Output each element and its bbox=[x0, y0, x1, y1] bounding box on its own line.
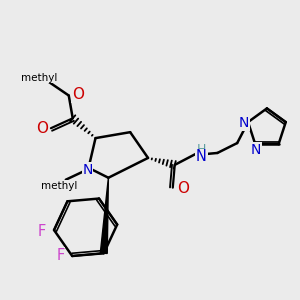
Text: O: O bbox=[177, 181, 189, 196]
Text: F: F bbox=[38, 224, 46, 238]
Text: F: F bbox=[56, 248, 64, 262]
Text: O: O bbox=[72, 87, 84, 102]
Text: H: H bbox=[197, 142, 206, 155]
Text: N: N bbox=[82, 163, 93, 177]
Text: N: N bbox=[196, 149, 207, 164]
Text: N: N bbox=[239, 116, 249, 130]
Polygon shape bbox=[100, 178, 108, 254]
Text: methyl: methyl bbox=[21, 73, 57, 83]
Text: O: O bbox=[36, 121, 48, 136]
Text: N: N bbox=[251, 143, 261, 157]
Text: methyl: methyl bbox=[41, 181, 77, 191]
